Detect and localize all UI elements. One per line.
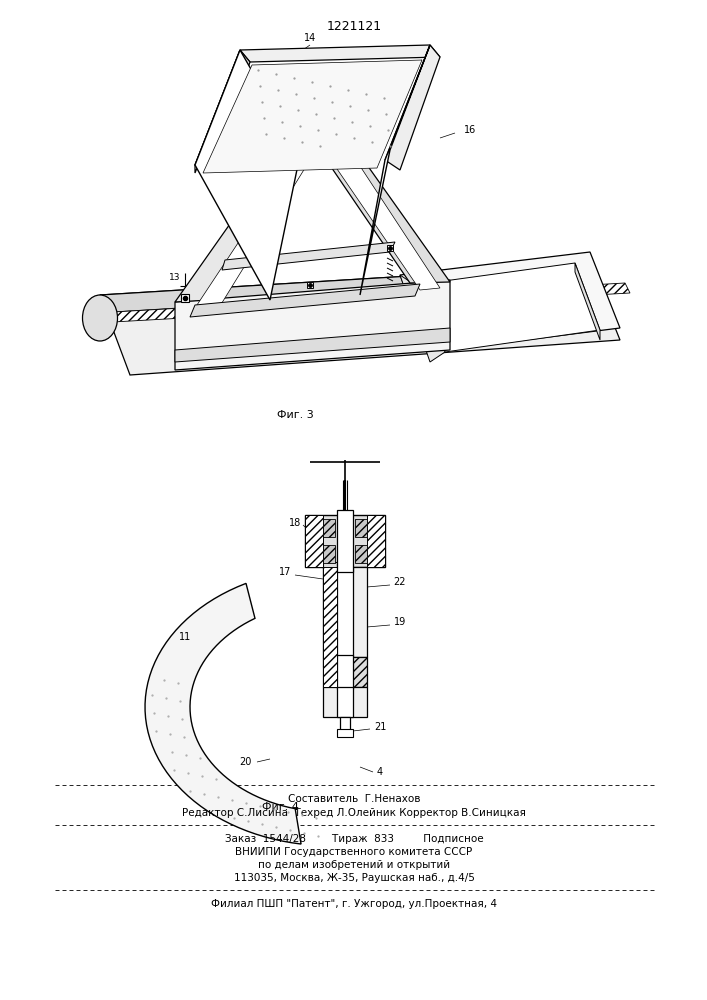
Polygon shape [203, 60, 422, 173]
Polygon shape [355, 519, 367, 537]
Polygon shape [323, 657, 367, 687]
Text: 1221121: 1221121 [327, 20, 382, 33]
Polygon shape [337, 510, 353, 572]
Text: Редактор С.Лисина  Техред Л.Олейник Корректор В.Синицкая: Редактор С.Лисина Техред Л.Олейник Корре… [182, 808, 526, 818]
Polygon shape [400, 252, 620, 352]
Polygon shape [337, 655, 353, 689]
Text: Составитель  Г.Ненахов: Составитель Г.Ненахов [288, 794, 420, 804]
Polygon shape [323, 567, 337, 687]
Text: 20: 20 [239, 757, 251, 767]
Polygon shape [575, 263, 600, 340]
Text: 19: 19 [394, 617, 406, 627]
Polygon shape [100, 265, 590, 313]
Polygon shape [175, 328, 450, 362]
Text: 22: 22 [394, 577, 407, 587]
Text: ВНИИПИ Государственного комитета СССР: ВНИИПИ Государственного комитета СССР [235, 847, 472, 857]
Polygon shape [95, 283, 630, 323]
Polygon shape [323, 519, 335, 537]
Text: 11: 11 [179, 632, 191, 642]
Text: 14: 14 [304, 33, 316, 43]
Polygon shape [195, 50, 250, 175]
Polygon shape [335, 163, 440, 290]
Polygon shape [337, 729, 353, 737]
Polygon shape [145, 583, 301, 844]
Text: 15: 15 [209, 183, 221, 193]
Text: Фиг. 3: Фиг. 3 [276, 410, 313, 420]
Polygon shape [305, 515, 323, 567]
Polygon shape [337, 567, 353, 657]
Polygon shape [337, 687, 353, 717]
Text: Заказ  1544/28        Тираж  833         Подписное: Заказ 1544/28 Тираж 833 Подписное [225, 834, 484, 844]
Polygon shape [340, 717, 350, 732]
Polygon shape [367, 515, 385, 567]
Polygon shape [175, 155, 310, 302]
Polygon shape [400, 275, 445, 362]
Text: 13: 13 [169, 273, 181, 282]
Polygon shape [240, 45, 440, 62]
Polygon shape [195, 50, 300, 300]
Text: 16: 16 [464, 125, 476, 135]
Polygon shape [323, 545, 335, 563]
Polygon shape [415, 263, 600, 352]
Text: 17: 17 [279, 567, 291, 577]
Polygon shape [195, 50, 240, 173]
Text: 18: 18 [289, 518, 301, 528]
Polygon shape [305, 515, 385, 567]
Polygon shape [323, 687, 367, 717]
Polygon shape [323, 562, 337, 667]
Polygon shape [190, 284, 420, 317]
Text: 113035, Москва, Ж-35, Раушская наб., д.4/5: 113035, Москва, Ж-35, Раушская наб., д.4… [233, 873, 474, 883]
Polygon shape [222, 242, 395, 270]
Polygon shape [325, 155, 450, 283]
Text: 21: 21 [374, 722, 386, 732]
Polygon shape [360, 45, 430, 295]
Ellipse shape [83, 295, 117, 341]
Polygon shape [323, 567, 367, 657]
Polygon shape [355, 545, 367, 563]
Text: Филиал ПШП "Патент", г. Ужгород, ул.Проектная, 4: Филиал ПШП "Патент", г. Ужгород, ул.Прое… [211, 899, 497, 909]
Text: по делам изобретений и открытий: по делам изобретений и открытий [258, 860, 450, 870]
Polygon shape [195, 168, 305, 308]
Text: 4: 4 [377, 767, 383, 777]
Polygon shape [385, 45, 440, 170]
Polygon shape [175, 280, 450, 370]
Text: Фиг. 4: Фиг. 4 [262, 802, 298, 812]
Polygon shape [100, 265, 620, 375]
